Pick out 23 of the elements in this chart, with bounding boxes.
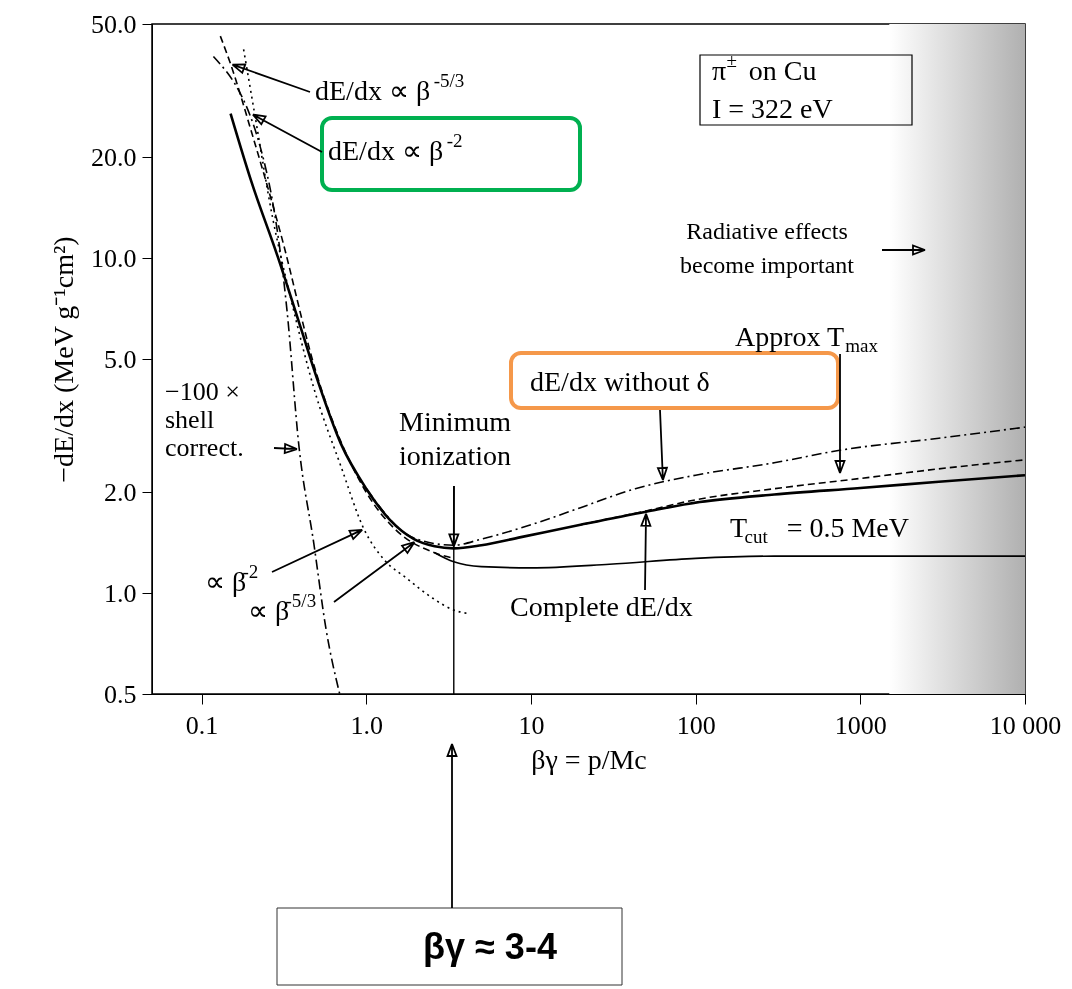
annotation: Complete dE/dx	[510, 591, 693, 622]
annotation: dE/dx without δ	[530, 366, 710, 397]
x-axis-title: βγ = p/Mc	[531, 743, 647, 775]
y-axis-title: −dE/dx (MeV g⁻¹cm²)	[48, 236, 79, 483]
y-tick-label: 20.0	[91, 142, 137, 172]
y-tick-label: 5.0	[104, 344, 137, 374]
annotation: −100 × shell correct.	[165, 377, 244, 462]
y-tick-label: 0.5	[104, 679, 137, 709]
x-tick-label: 1000	[834, 710, 887, 740]
y-tick-label: 50.0	[91, 9, 137, 39]
y-tick-label: 2.0	[104, 477, 137, 507]
x-tick-label: 100	[676, 710, 716, 740]
y-tick-label: 10.0	[91, 243, 137, 273]
annotation: I = 322 eV	[712, 93, 833, 124]
x-tick-label: 1.0	[350, 710, 384, 740]
y-tick-label: 1.0	[104, 578, 137, 608]
annotation: Radiative effects become important	[680, 218, 855, 278]
x-tick-label: 10	[518, 710, 545, 740]
annotation: Minimum ionization	[398, 406, 512, 471]
x-tick-label: 10 000	[989, 710, 1062, 740]
text: βγ ≈ 3-4	[423, 926, 557, 967]
x-tick-label: 0.1	[185, 710, 219, 740]
annotation: π± on Cu	[712, 50, 817, 86]
